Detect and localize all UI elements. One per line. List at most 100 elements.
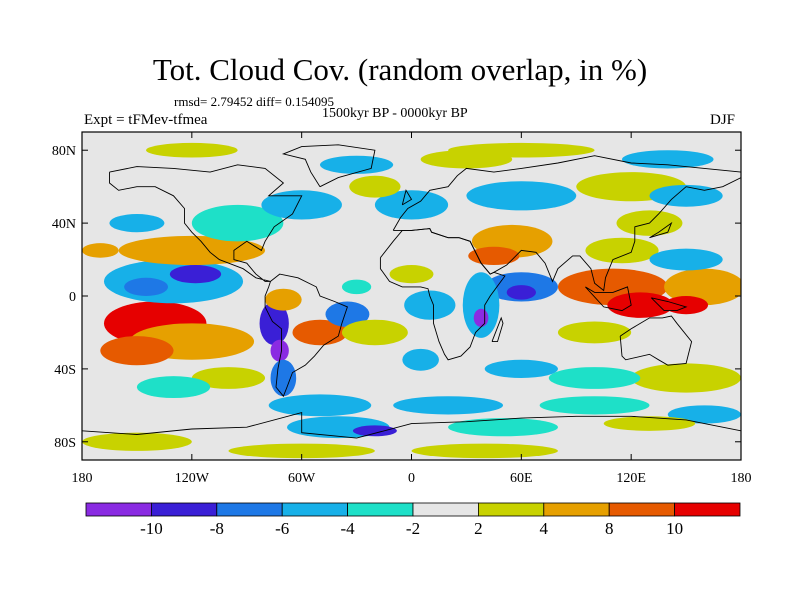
anomaly-region (169, 265, 222, 284)
anomaly-region (270, 339, 289, 362)
experiment-label: Expt = tFMev-tfmea (84, 112, 208, 128)
colorbar-label: 4 (540, 519, 549, 538)
x-tick-label: 180 (731, 471, 752, 486)
anomaly-region (352, 425, 397, 437)
anomaly-region (325, 301, 370, 327)
coastline (619, 315, 693, 366)
colorbar-label: 10 (666, 519, 683, 538)
anomaly-region (448, 142, 595, 158)
x-tick-label: 0 (408, 471, 415, 486)
coastlines (82, 144, 741, 439)
y-tick-label: 0 (69, 290, 76, 305)
colorbar: -10 -8 -6 -4 -2 2 4 8 10 (85, 502, 741, 538)
coastline (649, 221, 673, 239)
colorbar-label: -10 (140, 519, 163, 538)
x-tick-label: 60W (288, 471, 316, 486)
coastline (650, 297, 688, 312)
anomaly-region (136, 376, 211, 399)
anomaly-region (607, 292, 674, 318)
anomaly-region (664, 268, 741, 306)
colorbar-swatch (216, 502, 283, 517)
y-tick-label: 40S (54, 363, 76, 378)
anomaly-region (393, 396, 504, 415)
colorbar-swatch (674, 502, 741, 517)
colorbar-swatch (412, 502, 479, 517)
coastline (401, 189, 413, 206)
anomaly-region (103, 259, 244, 304)
colorbar-label: -4 (341, 519, 356, 538)
coastline (264, 273, 348, 398)
anomaly-region (667, 405, 741, 424)
anomaly-region (473, 308, 489, 327)
colorbar-label: -8 (210, 519, 224, 538)
anomaly-region (411, 443, 558, 459)
colorbar-label: -2 (406, 519, 420, 538)
colorbar-swatch (281, 502, 349, 517)
anomaly-region (268, 394, 372, 417)
colorbar-swatch (608, 502, 676, 517)
colorbar-label: 8 (605, 519, 614, 538)
anomaly-region (191, 367, 266, 389)
anomaly-region (109, 214, 165, 233)
anomaly-region (349, 175, 401, 198)
coastline (491, 316, 504, 343)
chart-title: Tot. Cloud Cov. (random overlap, in %) (152, 52, 648, 87)
anomaly-region (341, 319, 408, 346)
anomaly-region (649, 248, 723, 271)
x-tick-label: 180 (72, 471, 93, 486)
colorbar-label: -6 (275, 519, 289, 538)
coastline (379, 228, 506, 361)
anomaly-region (261, 190, 342, 220)
colorbar-swatch (347, 502, 414, 517)
x-tick-label: 120W (175, 471, 210, 486)
anomaly-region (462, 272, 500, 338)
anomaly-region (118, 235, 266, 266)
anomaly-region (100, 336, 174, 366)
anomaly-region (191, 204, 284, 242)
anomaly-region (585, 237, 659, 264)
anomaly-region (82, 243, 119, 258)
anomaly-region (319, 155, 394, 174)
anomaly-region (82, 432, 192, 451)
y-tick-label: 80S (54, 436, 76, 451)
axis-ticks: 180 120W 60W 0 60E 120E 180 80N 40N 0 40S 80S (52, 132, 752, 486)
coastline (281, 144, 376, 188)
stats-text: rmsd= 2.79452 diff= 0.154095 (174, 94, 334, 109)
anomaly-region (468, 246, 520, 266)
anomaly-region (341, 279, 372, 295)
coastline (82, 412, 741, 439)
anomaly-region (228, 443, 375, 459)
x-tick-label: 120E (616, 471, 646, 486)
y-tick-label: 40N (52, 217, 76, 232)
anomaly-region (404, 290, 456, 320)
anomaly-region (557, 321, 632, 344)
season-label: DJF (710, 112, 736, 128)
anomaly-region (374, 190, 449, 220)
anomaly-region (124, 277, 169, 296)
anomaly-region (664, 296, 709, 315)
anomaly-region (402, 348, 439, 371)
anomaly-region (506, 285, 536, 300)
anomaly-region (548, 367, 641, 389)
anomaly-region (146, 142, 238, 158)
colorbar-swatch (477, 502, 545, 517)
x-tick-label: 60E (510, 471, 533, 486)
anomaly-region (631, 363, 741, 393)
anomaly-region (649, 184, 723, 207)
anomaly-region (265, 288, 302, 311)
colorbar-swatch (150, 502, 218, 517)
colorbar-swatch (85, 502, 152, 517)
anomaly-region (622, 150, 714, 169)
colorbar-swatch (543, 502, 610, 517)
anomaly-region (270, 359, 297, 397)
anomaly-region (603, 416, 696, 431)
anomaly-region (466, 181, 577, 211)
colorbar-label: 2 (474, 519, 483, 538)
anomaly-region (448, 418, 558, 437)
anomaly-region (539, 396, 650, 415)
coastline (109, 164, 303, 282)
period-text: 1500kyr BP - 0000kyr BP (322, 106, 468, 121)
anomaly-region (389, 265, 434, 284)
y-tick-label: 80N (52, 144, 76, 159)
